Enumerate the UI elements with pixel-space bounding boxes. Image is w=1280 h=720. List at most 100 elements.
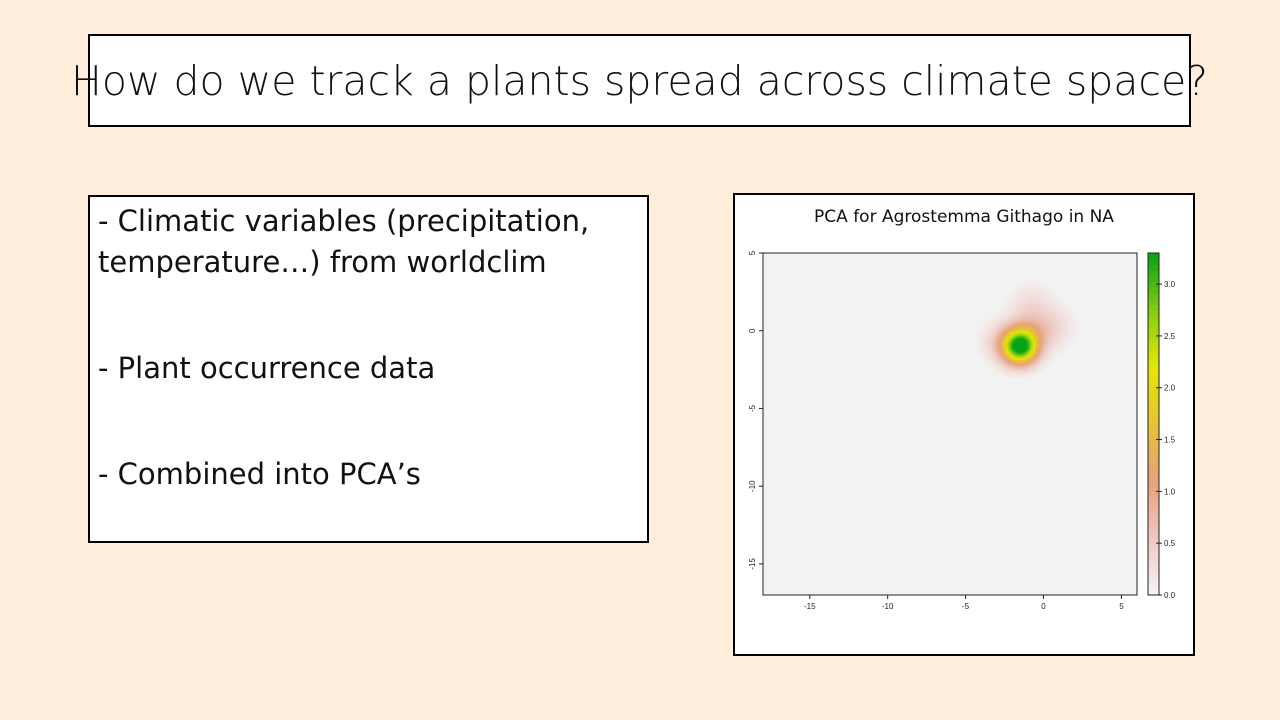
heatmap-cell [995, 318, 998, 321]
heatmap-cell [1002, 316, 1006, 319]
heatmap-cell [1034, 290, 1038, 293]
heatmap-cell [1016, 288, 1019, 291]
heatmap-cell [1023, 366, 1027, 370]
heatmap-cell [997, 327, 1000, 331]
heatmap-cell [1042, 336, 1045, 340]
heatmap-cell [1025, 284, 1028, 288]
heatmap-cell [989, 363, 993, 366]
heatmap-cell [1066, 342, 1070, 346]
heatmap-cell [986, 350, 989, 353]
heatmap-cell [1060, 335, 1064, 338]
heatmap-cell [1038, 297, 1041, 301]
heatmap-cell [1023, 353, 1027, 357]
heatmap-cell [1049, 312, 1053, 316]
heatmap-cell [1034, 323, 1038, 327]
heatmap-cell [1060, 303, 1064, 306]
heatmap-cell [1051, 331, 1055, 334]
heatmap-cell [1074, 318, 1077, 321]
heatmap-cell [1017, 329, 1021, 332]
heatmap-cell [1055, 323, 1058, 327]
heatmap-cell [1047, 363, 1051, 366]
slide-title: How do we track a plants spread across c… [71, 56, 1208, 105]
heatmap-cell [1017, 374, 1021, 377]
heatmap-cell [1027, 323, 1030, 327]
heatmap-cell [991, 351, 995, 355]
heatmap-cell [1014, 325, 1017, 329]
heatmap-cell [1023, 286, 1027, 290]
heatmap-cell [991, 325, 995, 329]
heatmap-cell [995, 314, 998, 318]
heatmap-cell [1044, 355, 1047, 359]
heatmap-cell [1027, 351, 1030, 355]
heatmap-cell [1006, 331, 1010, 334]
heatmap-cell [1060, 312, 1064, 316]
heatmap-cell [1064, 325, 1068, 329]
heatmap-cell [1019, 348, 1023, 351]
heatmap-cell [1014, 295, 1017, 299]
heatmap-cell [1001, 363, 1004, 366]
heatmap-cell [1027, 350, 1030, 353]
heatmap-cell [1057, 305, 1060, 308]
heatmap-cell [1021, 320, 1025, 323]
heatmap-cell [1055, 310, 1058, 314]
heatmap-cell [1001, 350, 1004, 353]
heatmap-cell [1060, 344, 1064, 347]
heatmap-cell [995, 368, 998, 372]
heatmap-cell [1042, 303, 1045, 306]
heatmap-cell [1057, 348, 1060, 351]
heatmap-cell [1032, 280, 1036, 284]
heatmap-cell [1008, 344, 1012, 347]
heatmap-cell [1062, 322, 1066, 325]
heatmap-cell [1021, 344, 1025, 347]
heatmap-cell [1057, 342, 1060, 346]
heatmap-cell [1074, 335, 1077, 338]
heatmap-cell [1016, 299, 1019, 303]
heatmap-cell [991, 338, 995, 342]
heatmap-cell [993, 355, 997, 359]
heatmap-cell [1066, 308, 1070, 312]
heatmap-cell [984, 350, 987, 353]
heatmap-cell [976, 346, 980, 349]
heatmap-cell [1023, 340, 1027, 344]
heatmap-cell [984, 361, 987, 364]
heatmap-cell [1045, 350, 1049, 353]
heatmap-cell [1027, 316, 1030, 319]
heatmap-cell [980, 353, 984, 357]
heatmap-cell [993, 320, 997, 323]
heatmap-cell [991, 348, 995, 351]
colorbar-segment [1148, 572, 1159, 579]
heatmap-cell [1038, 355, 1041, 359]
heatmap-cell [988, 355, 991, 359]
heatmap-cell [988, 359, 991, 362]
heatmap-cell [1010, 299, 1013, 303]
y-tick-label: 5 [748, 250, 757, 255]
heatmap-cell [1025, 299, 1028, 303]
heatmap-cell [1031, 320, 1034, 323]
heatmap-cell [1029, 292, 1032, 295]
heatmap-cell [1042, 346, 1045, 349]
heatmap-cell [1038, 301, 1041, 304]
heatmap-cell [1004, 368, 1008, 372]
heatmap-cell [1029, 299, 1032, 303]
heatmap-cell [988, 348, 991, 351]
heatmap-cell [999, 370, 1002, 373]
heatmap-cell [1001, 318, 1004, 321]
heatmap-cell [1006, 342, 1010, 346]
heatmap-cell [1031, 318, 1034, 321]
heatmap-cell [1066, 336, 1070, 340]
heatmap-cell [1027, 308, 1030, 312]
heatmap-cell [1042, 340, 1045, 344]
heatmap-cell [1045, 346, 1049, 349]
heatmap-cell [1042, 361, 1045, 364]
heatmap-cell [1053, 318, 1056, 321]
heatmap-cell [978, 344, 982, 347]
heatmap-cell [989, 353, 993, 357]
heatmap-cell [999, 320, 1002, 323]
heatmap-cell [1027, 295, 1030, 299]
heatmap-cell [1031, 316, 1034, 319]
heatmap-cell [1014, 310, 1017, 314]
heatmap-cell [1014, 305, 1017, 308]
heatmap-cell [1002, 350, 1006, 353]
heatmap-cell [1051, 344, 1055, 347]
heatmap-cell [1012, 333, 1015, 336]
